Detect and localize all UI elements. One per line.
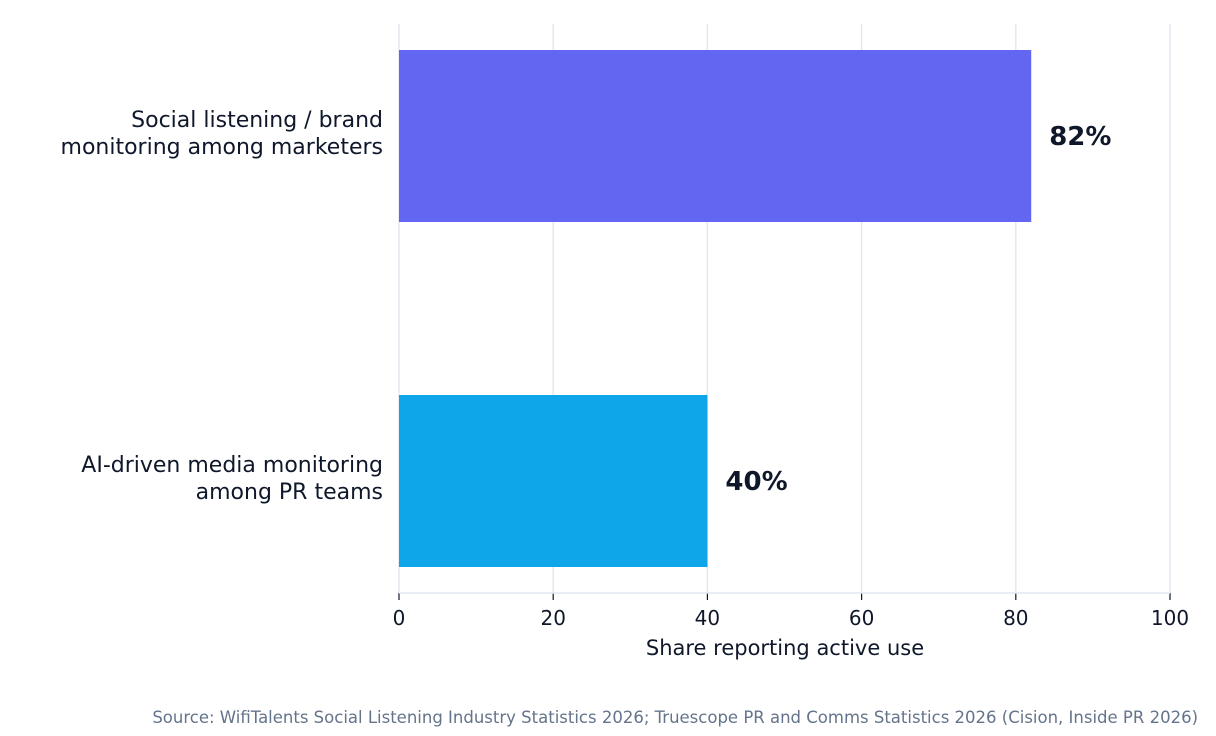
bars — [399, 50, 1032, 567]
source-note: Source: WifiTalents Social Listening Ind… — [152, 708, 1198, 727]
x-tick-label: 20 — [540, 606, 565, 630]
category-label: Social listening / brand monitoring among… — [61, 108, 383, 160]
x-axis: 0 20 40 60 80 100 — [393, 592, 1189, 630]
x-tick-label: 60 — [849, 606, 874, 630]
value-label: 82% — [1049, 122, 1111, 152]
x-tick-label: 40 — [695, 606, 720, 630]
category-label: AI-driven media monitoring among PR teams — [81, 453, 383, 505]
x-tick-label: 100 — [1151, 606, 1189, 630]
bar — [399, 395, 708, 567]
bar — [399, 50, 1032, 222]
x-tick-label: 80 — [1003, 606, 1028, 630]
bar-chart: 0 20 40 60 80 100 Social listening / brand mon… — [61, 24, 1189, 660]
value-label: 40% — [725, 467, 787, 497]
category-labels: Social listening / brand monitoring among… — [61, 108, 383, 505]
x-tick-label: 0 — [393, 606, 406, 630]
x-axis-title: Share reporting active use — [646, 636, 924, 660]
value-labels: 82% 40% — [725, 122, 1111, 497]
